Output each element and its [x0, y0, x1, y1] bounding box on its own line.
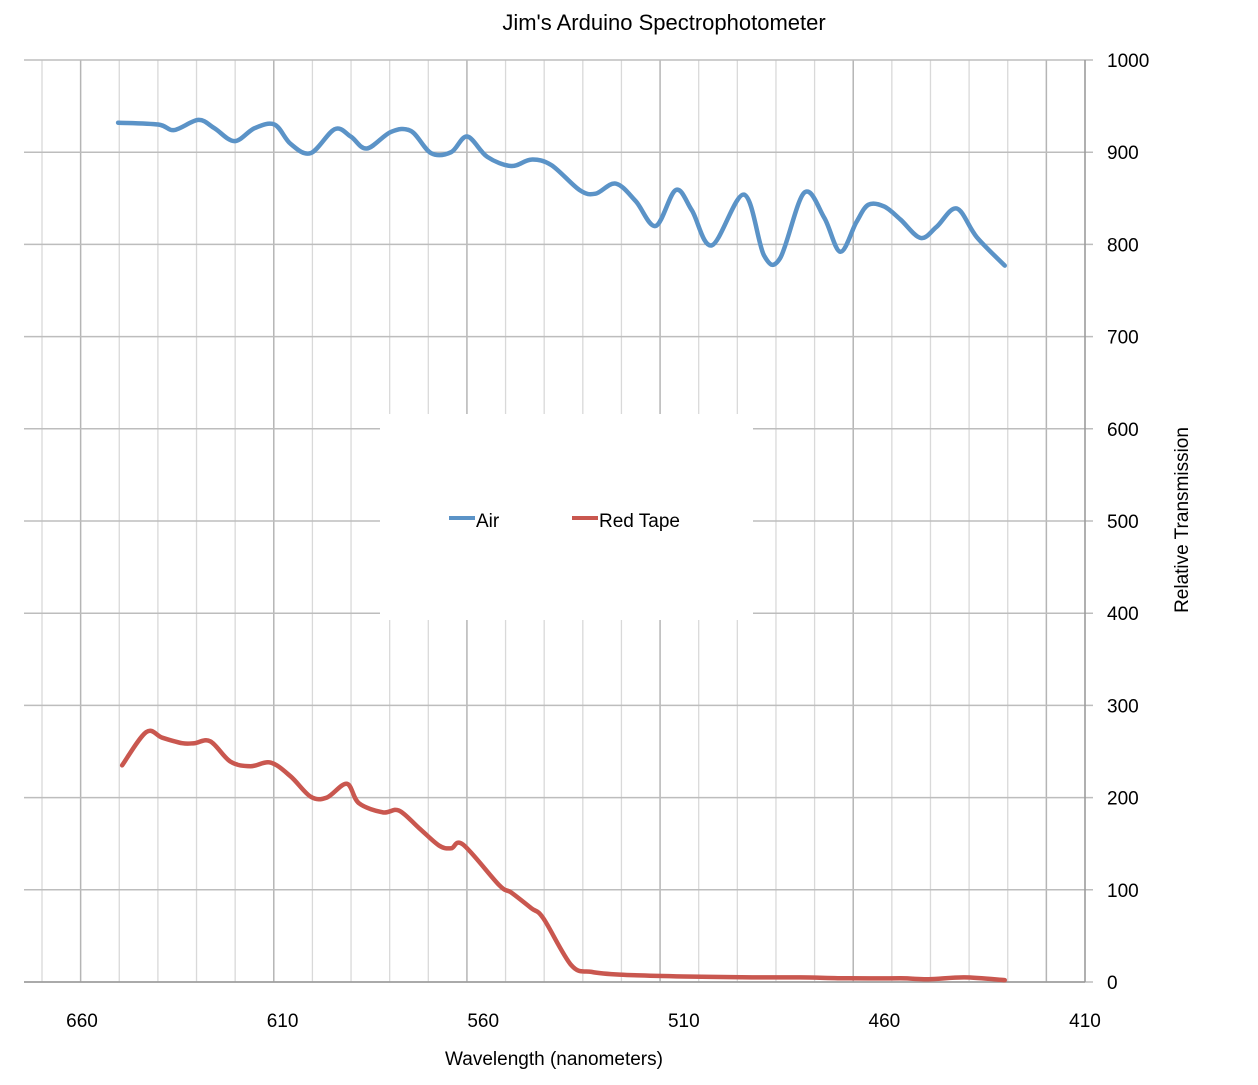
- x-tick-label: 460: [869, 1011, 901, 1032]
- y-tick-label: 200: [1107, 789, 1139, 810]
- y-tick-label: 500: [1107, 512, 1139, 533]
- series-lines: [115, 117, 1008, 983]
- y-tick-label: 0: [1107, 973, 1118, 994]
- y-tick-label: 600: [1107, 420, 1139, 441]
- x-tick-label: 410: [1069, 1011, 1101, 1032]
- legend: Air Red Tape: [449, 511, 680, 532]
- y-tick-label: 400: [1107, 604, 1139, 625]
- y-tick-label: 300: [1107, 696, 1139, 717]
- x-axis-label: Wavelength (nanometers): [445, 1049, 663, 1070]
- legend-label-air: Air: [476, 511, 500, 532]
- x-tick-label: 610: [267, 1011, 299, 1032]
- x-tick-label: 560: [467, 1011, 499, 1032]
- series-line-air: [115, 117, 1008, 268]
- y-tick-label: 800: [1107, 235, 1139, 256]
- y-tick-label: 900: [1107, 143, 1139, 164]
- chart-title: Jim's Arduino Spectrophotometer: [502, 10, 825, 35]
- x-tick-label: 510: [668, 1011, 700, 1032]
- series-line-red-tape: [119, 728, 1008, 983]
- y-tick-label: 100: [1107, 881, 1139, 902]
- tick-labels: 0 100 200 300 400 500 600 700 800 900 1000 660 610 56…: [66, 51, 1149, 1032]
- x-tick-label: 660: [66, 1011, 98, 1032]
- legend-box: [380, 414, 753, 620]
- y-tick-label: 700: [1107, 328, 1139, 349]
- y-tick-label: 1000: [1107, 51, 1149, 72]
- legend-label-red-tape: Red Tape: [599, 511, 680, 532]
- y-axis-label: Relative Transmission: [1172, 427, 1193, 613]
